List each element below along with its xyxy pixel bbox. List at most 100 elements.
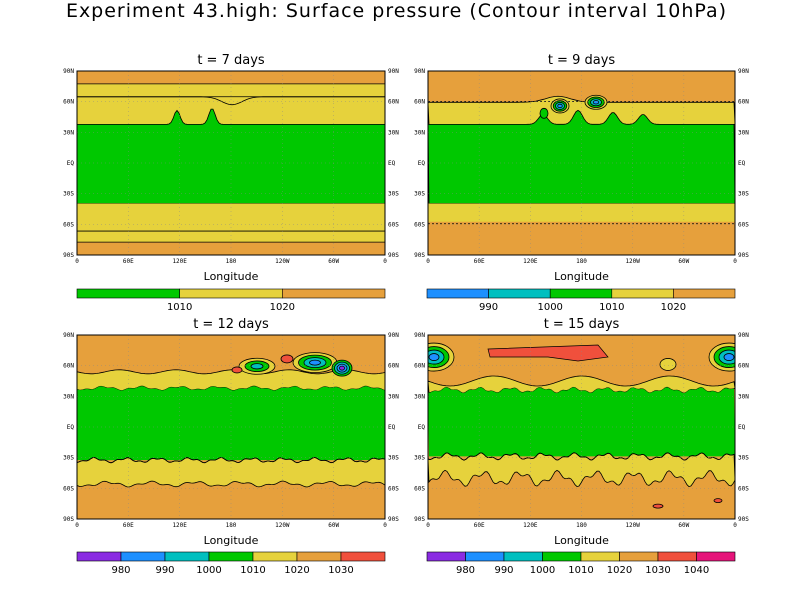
- y-tick-label-left: 60N: [63, 363, 74, 370]
- y-tick-label-left: 30N: [414, 129, 425, 136]
- colorbar-swatch: [580, 551, 620, 562]
- y-tick-label-left: 90N: [414, 68, 425, 75]
- colorbar-label: 990: [155, 565, 174, 576]
- colorbar-label: 990: [479, 302, 498, 313]
- x-axis-label: Longitude: [204, 534, 259, 547]
- x-tick-label: 60E: [474, 258, 485, 265]
- colorbar: 980 990 1000 1010 1020 1030 1040: [426, 551, 736, 576]
- colorbar-swatch: [611, 288, 674, 299]
- colorbar-label: 1030: [645, 565, 670, 576]
- contour-field: [428, 335, 735, 519]
- y-tick-label-left: 60S: [63, 485, 74, 492]
- x-tick-label: 60W: [678, 258, 689, 265]
- band-1010-1020-north: [428, 375, 735, 394]
- x-tick-label: 180: [576, 258, 587, 265]
- colorbar-swatch: [164, 551, 210, 562]
- colorbar-label: 1020: [607, 565, 632, 576]
- contour-line-bump: [77, 96, 385, 106]
- y-tick-label-right: 90N: [388, 68, 399, 75]
- y-tick-label-left: 30S: [63, 191, 74, 198]
- colorbar-label: 990: [494, 565, 513, 576]
- y-tick-label-left: EQ: [418, 160, 426, 167]
- contour-field: [77, 71, 385, 255]
- low-1-ring-2: [250, 363, 264, 370]
- south-high-1: [652, 503, 664, 509]
- x-tick-label: 120E: [172, 522, 187, 529]
- x-tick-label: 120E: [523, 522, 538, 529]
- colorbar-label: 1010: [568, 565, 593, 576]
- band-tropics-1000-1010: [428, 109, 735, 204]
- colorbar-swatch: [179, 288, 283, 299]
- panel-frame: [427, 70, 736, 256]
- high-2: [231, 366, 243, 374]
- y-tick-label-right: EQ: [738, 160, 746, 167]
- colorbar-swatch: [549, 288, 613, 299]
- x-axis-label: Longitude: [554, 534, 609, 547]
- colorbar-label: 1000: [537, 302, 562, 313]
- x-tick-label: 120W: [625, 522, 640, 529]
- colorbar-swatch: [282, 288, 386, 299]
- x-tick-label: 0: [75, 258, 79, 265]
- y-tick-label-right: EQ: [738, 424, 746, 431]
- y-tick-label-right: 30S: [388, 455, 399, 462]
- x-tick-label: 120E: [523, 258, 538, 265]
- colorbar-swatch: [426, 551, 466, 562]
- panel-frame: [76, 334, 386, 520]
- y-tick-label-right: EQ: [388, 424, 396, 431]
- colorbar-swatch: [76, 551, 122, 562]
- colorbar: 980 990 1000 1010 1020 1030: [76, 551, 386, 576]
- panel-title: t = 9 days: [548, 53, 616, 68]
- colorbar-swatch: [657, 551, 697, 562]
- x-tick-label: 60E: [123, 522, 134, 529]
- y-tick-label-right: 60S: [388, 485, 399, 492]
- colorbar-label: 1020: [661, 302, 686, 313]
- y-tick-label-right: 90S: [388, 252, 399, 259]
- low-2-ring-3: [592, 100, 600, 105]
- y-tick-label-left: 90S: [414, 252, 425, 259]
- panel-title: t = 12 days: [193, 317, 269, 332]
- y-tick-label-left: EQ: [67, 160, 75, 167]
- y-tick-label-right: 30S: [388, 191, 399, 198]
- panel-title: t = 15 days: [544, 317, 620, 332]
- y-tick-label-right: 30N: [738, 393, 749, 400]
- colorbar-swatch: [208, 551, 254, 562]
- colorbar-label: 980: [111, 565, 130, 576]
- y-tick-label-left: 30S: [63, 455, 74, 462]
- colorbar-swatch: [696, 551, 736, 562]
- low-east-ring-3: [723, 353, 735, 361]
- colorbar-swatch: [488, 288, 551, 299]
- y-tick-label-right: 60N: [388, 99, 399, 106]
- colorbar-label: 1000: [196, 565, 221, 576]
- colorbar-label: 1020: [270, 302, 295, 313]
- y-tick-label-left: 60S: [63, 221, 74, 228]
- panel-t12: t = 12 days 0 60E 120E 180 120W 60W 0 90N 60N 30N E…: [63, 317, 399, 576]
- x-tick-label: 180: [576, 522, 587, 529]
- contour-line-south: [428, 452, 735, 461]
- y-tick-label-left: 60S: [414, 221, 425, 228]
- x-tick-label: 0: [383, 522, 387, 529]
- low-west-ring-3: [428, 353, 440, 361]
- y-tick-label-left: 90S: [63, 252, 74, 259]
- x-tick-label: 60W: [678, 522, 689, 529]
- y-tick-label-right: 90N: [738, 68, 749, 75]
- x-tick-label: 0: [426, 522, 430, 529]
- band-south-1010-1020: [77, 457, 385, 488]
- colorbar-swatch: [503, 551, 543, 562]
- colorbar-label: 1000: [530, 565, 555, 576]
- y-tick-label-right: 60S: [388, 221, 399, 228]
- y-tick-label-right: 90S: [738, 252, 749, 259]
- x-tick-label: 120E: [172, 258, 187, 265]
- y-tick-label-right: 30S: [738, 455, 749, 462]
- colorbar-swatch: [340, 551, 386, 562]
- y-tick-label-left: 90N: [63, 68, 74, 75]
- x-tick-label: 60W: [328, 258, 339, 265]
- band-polar-north: [77, 71, 385, 84]
- colorbar: 990 1000 1010 1020: [426, 288, 736, 313]
- colorbar-swatch: [120, 551, 166, 562]
- colorbar-label: 980: [456, 565, 475, 576]
- colorbar-swatch: [465, 551, 505, 562]
- low-2-ring-3: [309, 359, 321, 366]
- y-tick-label-right: 90N: [738, 332, 749, 339]
- panel-frame: [427, 334, 736, 520]
- low-3-ring-3: [339, 365, 345, 371]
